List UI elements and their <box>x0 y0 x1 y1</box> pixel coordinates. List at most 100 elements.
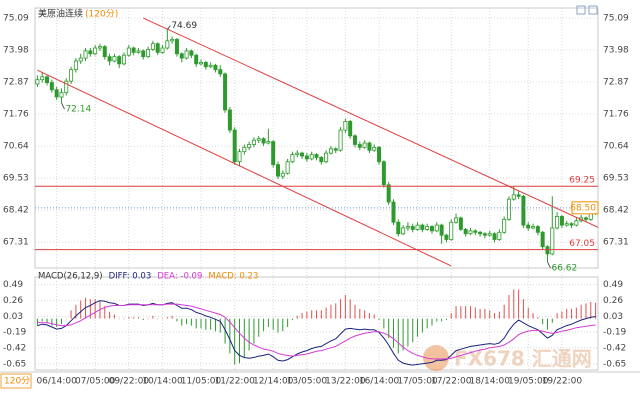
interval-button[interactable] <box>0 373 32 389</box>
candle-body <box>102 46 107 58</box>
macd-bar <box>80 300 82 319</box>
macd-bar <box>590 301 592 319</box>
macd-bar <box>503 304 505 319</box>
macd-bar <box>137 317 139 319</box>
macd-bar <box>551 318 553 323</box>
macd-bar <box>368 313 370 319</box>
candle-body <box>227 109 232 131</box>
macd-bar <box>330 304 332 319</box>
candle-body <box>506 198 511 220</box>
candle-body <box>304 155 309 160</box>
candle-body <box>54 89 59 98</box>
candle-body <box>367 142 372 151</box>
macd-bar <box>354 304 356 319</box>
last-price-box <box>571 201 599 215</box>
macd-bar <box>392 318 394 348</box>
candle-body <box>588 213 593 220</box>
candle-body <box>165 40 170 49</box>
candle-body <box>174 38 179 55</box>
candle-body <box>256 138 261 141</box>
watermark: FX678 汇通网 <box>423 345 592 371</box>
candle-body <box>223 73 228 111</box>
macd-bar <box>546 318 548 330</box>
candle-body <box>131 47 136 53</box>
candle-body <box>266 141 271 144</box>
chart-title: 美原油连续 <box>38 8 83 20</box>
macd-bar <box>70 310 72 319</box>
x-tick-label: 12/14:00 <box>253 377 294 387</box>
annotation-tick <box>166 25 171 30</box>
candle-body <box>410 226 415 230</box>
macd-bar <box>474 307 476 319</box>
candle-body <box>261 138 266 144</box>
macd-bar <box>51 318 53 326</box>
macd-bar <box>575 307 577 319</box>
x-tick-label: 13/22:00 <box>325 377 366 387</box>
macd-bar <box>152 315 154 319</box>
x-tick-label: 11/22:00 <box>214 377 255 387</box>
macd-bar <box>494 313 496 319</box>
candle-body <box>295 152 300 155</box>
candle-body <box>463 229 468 235</box>
y-tick-label: 0.03 <box>3 312 23 322</box>
x-tick-label: 16/14:00 <box>359 377 400 387</box>
candle-body <box>179 53 184 59</box>
candle-body <box>439 224 444 236</box>
macd-bar <box>162 318 164 320</box>
candles <box>35 17 598 267</box>
y-tick-label: 72.87 <box>603 77 629 87</box>
candle-body <box>333 148 338 151</box>
candle-body <box>213 64 218 71</box>
macd-bar <box>465 306 467 319</box>
macd-bar <box>109 311 111 319</box>
icon[interactable] <box>576 5 586 15</box>
candle-body <box>372 146 377 151</box>
interval-label[interactable]: 120分 <box>4 376 30 387</box>
macd-bar <box>426 318 428 329</box>
candle-body <box>550 227 555 255</box>
macd-bar <box>171 315 173 319</box>
x-tick-label: 09/22:00 <box>109 377 150 387</box>
macd-bar <box>445 318 447 321</box>
candle-body <box>150 43 155 50</box>
candle-body <box>112 56 117 62</box>
x-tick-label: 19/05:00 <box>508 377 549 387</box>
macd-bar <box>421 318 423 333</box>
x-tick-label: 07/05:00 <box>75 377 116 387</box>
candle-body <box>415 224 420 230</box>
y-tick-label: -0.42 <box>603 343 626 353</box>
macd-bar <box>527 307 529 319</box>
macd-bar <box>566 308 568 319</box>
candle-body <box>247 144 252 148</box>
candle-body <box>184 50 189 59</box>
y-tick-label: 67.31 <box>3 238 29 248</box>
icon[interactable] <box>588 5 598 15</box>
macd-bar <box>296 315 298 319</box>
macd-bar <box>65 318 67 320</box>
macd-bar <box>89 299 91 319</box>
candle-body <box>93 47 98 55</box>
candle-body <box>352 135 357 145</box>
candle-body <box>401 227 406 235</box>
candle-body <box>194 54 199 65</box>
diff-line <box>37 300 596 366</box>
y-tick-label: 75.09 <box>603 14 629 24</box>
macd-bar <box>287 318 289 327</box>
macd-bar <box>166 317 168 319</box>
macd-bar <box>537 317 539 319</box>
macd-bar <box>383 318 385 329</box>
candle-body <box>136 50 141 53</box>
y-tick-label: 72.87 <box>3 77 29 87</box>
dea-line <box>37 303 596 360</box>
macd-bar <box>190 318 192 326</box>
candle-body <box>208 64 213 68</box>
macd-bar <box>450 313 452 319</box>
toolbar-icons[interactable] <box>576 5 598 15</box>
macd-bar <box>181 318 183 326</box>
watermark-text: FX678 汇通网 <box>454 347 592 371</box>
macd-bar <box>508 295 510 319</box>
candle-body <box>492 233 497 240</box>
y-tick-label: 0.26 <box>3 296 23 306</box>
